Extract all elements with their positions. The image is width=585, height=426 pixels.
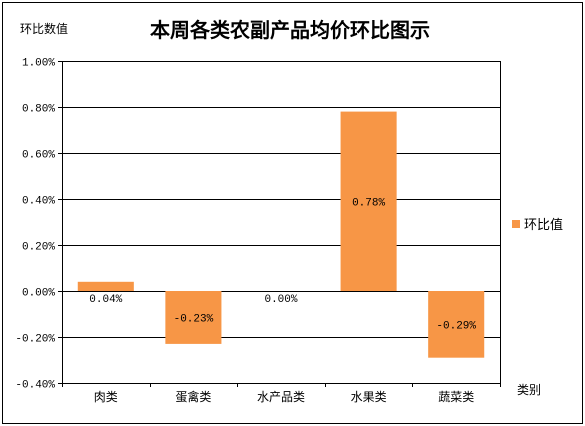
y-tick-label: 1.00% (22, 58, 55, 70)
x-category-label: 水果类 (351, 390, 387, 404)
data-label: 0.78% (352, 197, 385, 209)
grid-lines (62, 61, 500, 384)
bar-1 (77, 281, 134, 291)
bar-4 (340, 111, 397, 291)
y-tick-label: -0.40% (15, 380, 55, 392)
bar-5 (428, 291, 485, 358)
x-category-label: 蛋禽类 (175, 389, 211, 404)
x-category-label: 水产品类 (257, 390, 305, 404)
data-label: -0.29% (436, 320, 476, 332)
legend: 环比值 (512, 217, 563, 233)
y-tick-label: 0.20% (22, 242, 55, 254)
y-tick-label: 0.80% (22, 104, 55, 116)
data-label: 0.04% (89, 294, 122, 306)
bar-2 (165, 291, 222, 344)
data-label: 0.00% (264, 294, 297, 306)
legend-swatch (512, 220, 520, 228)
legend-label: 环比值 (524, 217, 563, 233)
x-category-label: 蔬菜类 (438, 390, 474, 404)
data-label: -0.23% (174, 313, 214, 325)
bar-series (77, 111, 485, 358)
y-axis-title: 环比数值 (20, 21, 68, 36)
y-tick-label: 0.00% (22, 288, 55, 300)
y-tick-label: -0.20% (15, 334, 55, 346)
plot-area-frame (62, 61, 501, 384)
data-labels: 0.04% -0.23% 0.00% 0.78% -0.29% (89, 197, 476, 332)
x-category-label: 肉类 (94, 390, 118, 404)
y-tick-label: 0.40% (22, 196, 55, 208)
y-tick-label: 0.60% (22, 150, 55, 162)
chart-title: 本周各类农副产品均价环比图示 (150, 18, 430, 42)
axes: 1.00% 0.80% 0.60% 0.40% 0.20% 0.00% -0.20% -0.4… (15, 58, 501, 404)
x-axis-title: 类别 (517, 383, 541, 397)
